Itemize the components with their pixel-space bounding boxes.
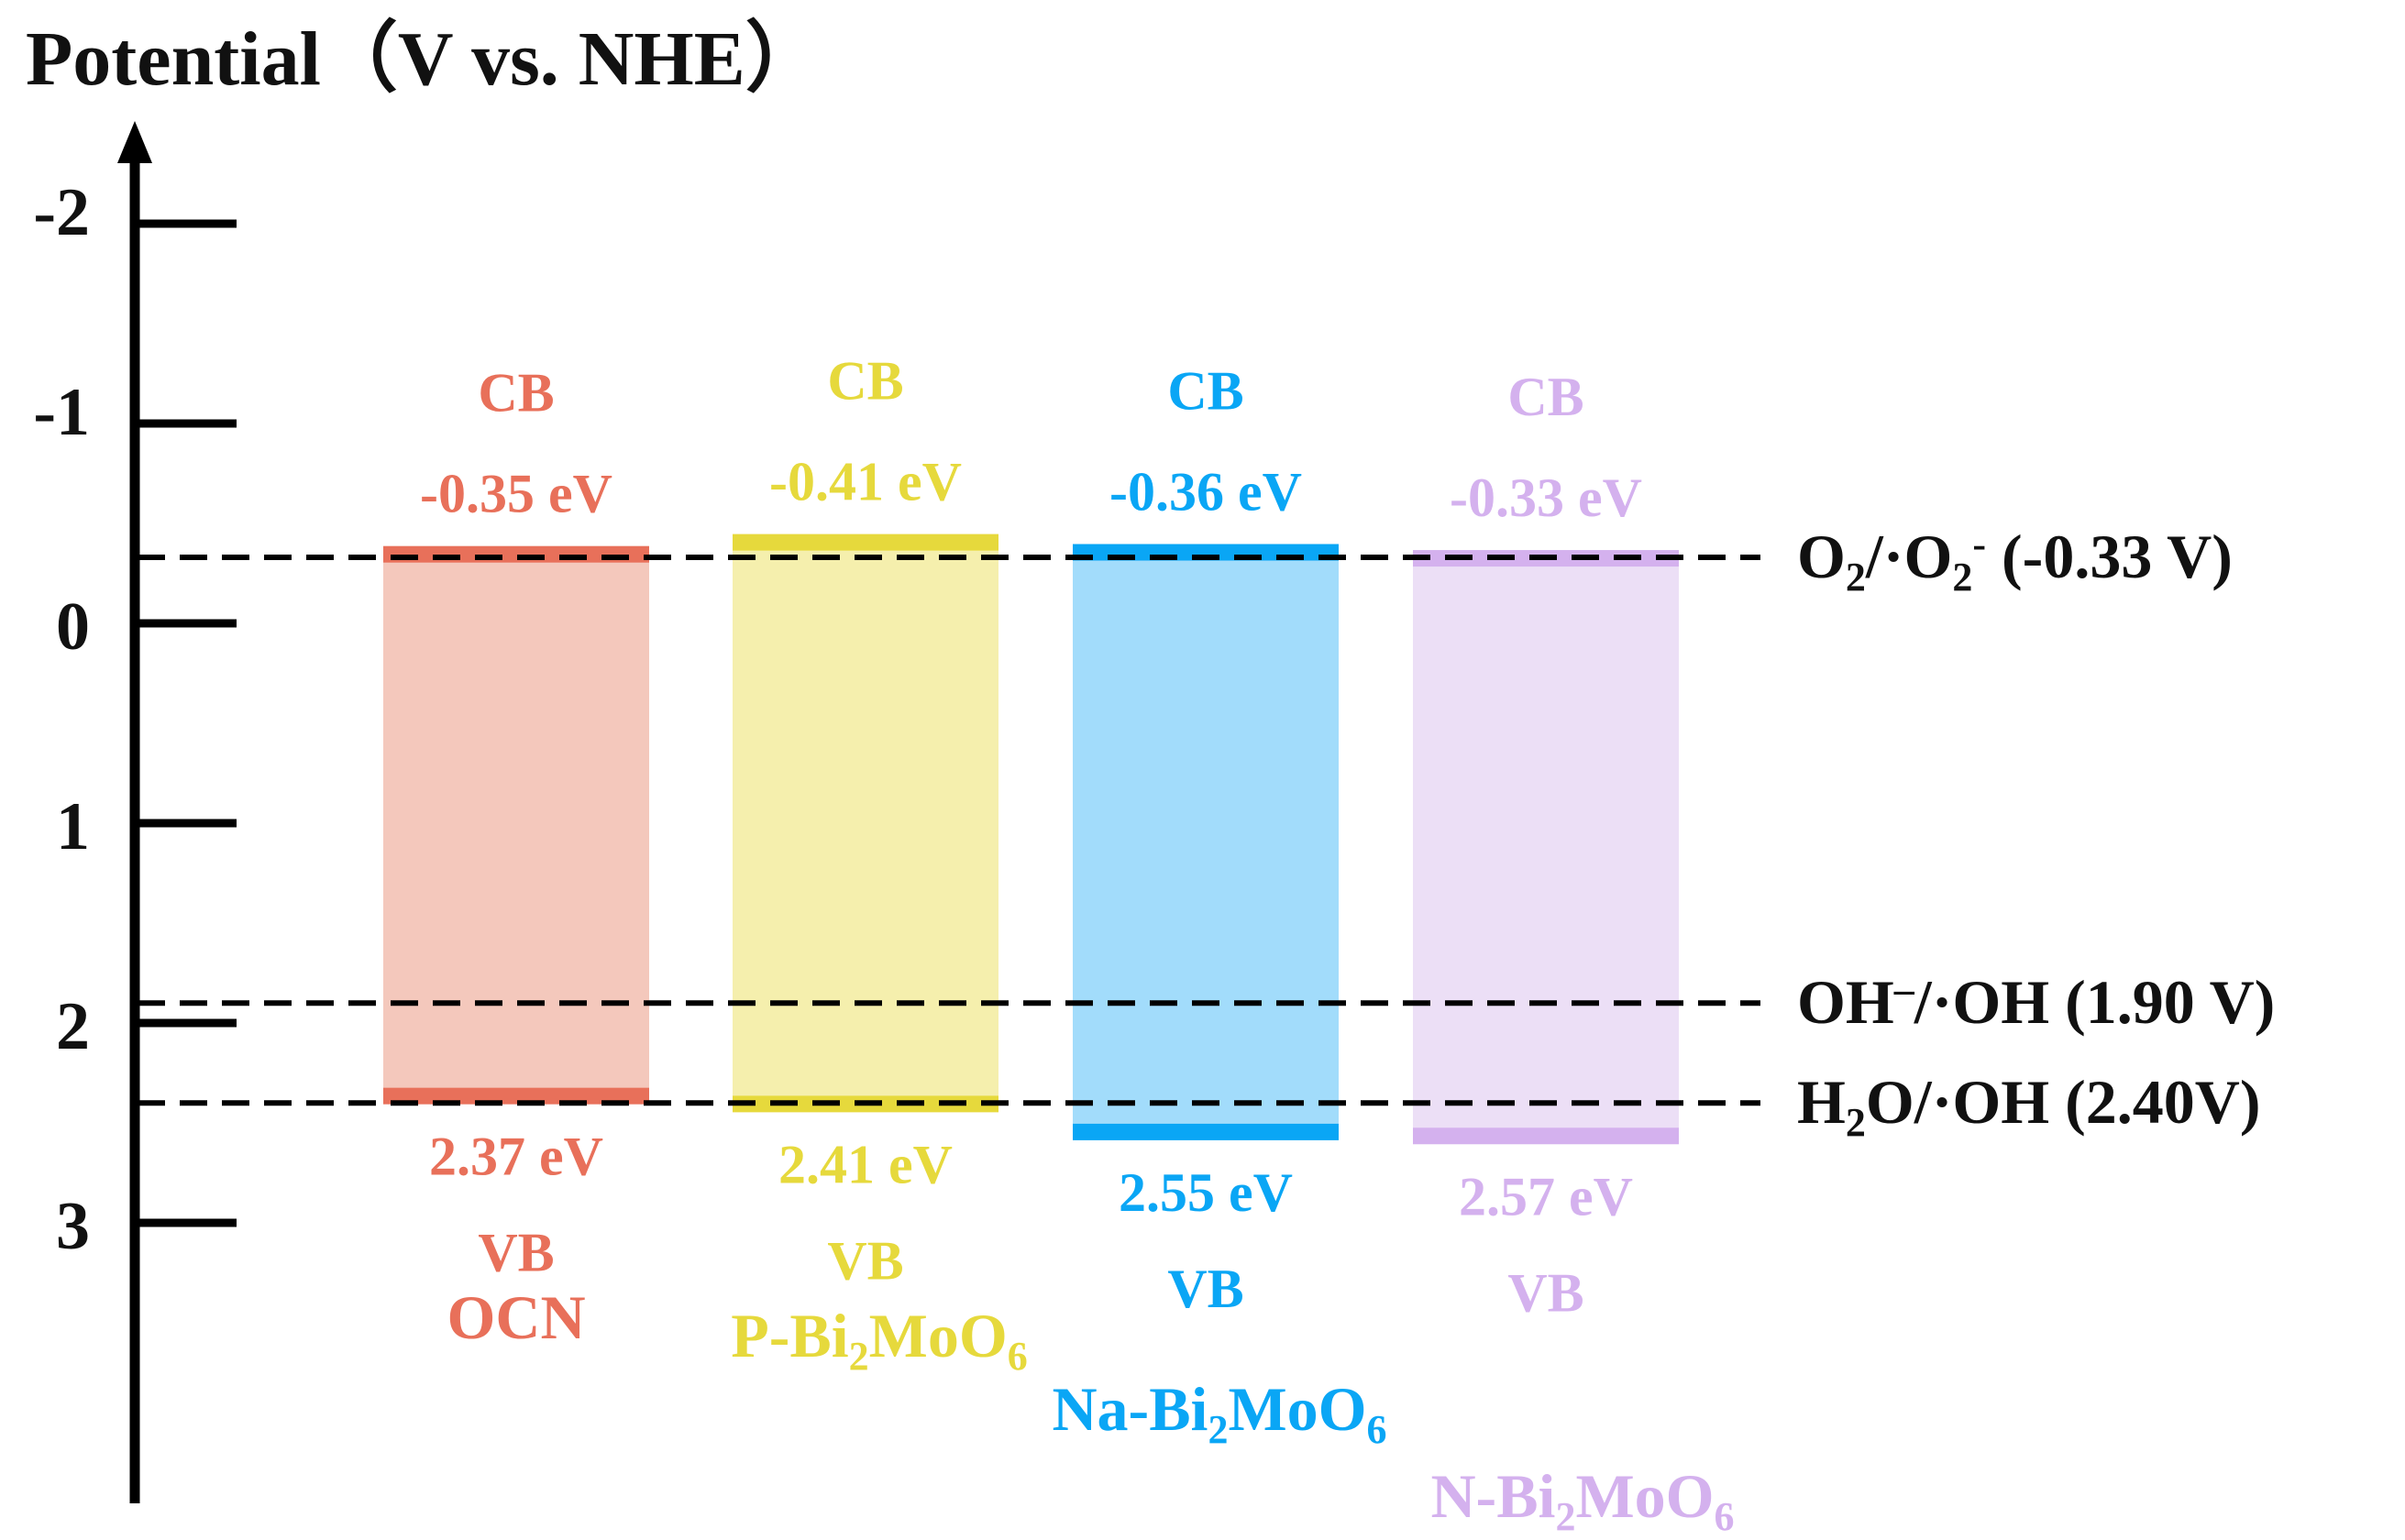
material-name: OCN: [447, 1282, 585, 1352]
reference-line-label: OH–/·OH (1.90 V): [1797, 967, 2275, 1037]
vb-value-label: 2.37 eV: [429, 1127, 603, 1187]
band-fill: [1073, 551, 1339, 1133]
y-tick-label: 3: [56, 1189, 90, 1264]
cb-value-label: -0.33 eV: [1450, 468, 1642, 528]
material-name: Na-Bi2MoO6: [1052, 1374, 1386, 1452]
y-axis: -2 -1 0 1 2 3: [33, 121, 237, 1503]
band-bars: [383, 534, 1679, 1145]
cb-label: CB: [1507, 367, 1583, 427]
cb-label: CB: [827, 351, 903, 412]
vb-edge-bar: [383, 1087, 649, 1105]
vb-value-label: 2.57 eV: [1459, 1166, 1633, 1226]
cb-label: CB: [478, 363, 554, 424]
vb-label: VB: [478, 1223, 554, 1283]
reference-line-label: H2O/·OH (2.40V): [1797, 1067, 2261, 1145]
cb-value-label: -0.41 eV: [769, 452, 962, 512]
material-name: N-Bi2MoO6: [1430, 1461, 1734, 1539]
y-tick-label: 1: [56, 789, 90, 864]
vb-edge-bar: [1413, 1128, 1679, 1145]
y-axis-title: Potential（V vs. NHE）: [26, 16, 822, 102]
cb-label: CB: [1167, 361, 1243, 422]
vb-value-label: 2.41 eV: [778, 1134, 953, 1194]
vb-value-label: 2.55 eV: [1119, 1162, 1293, 1223]
y-tick-label: -1: [33, 375, 90, 450]
band-fill: [733, 541, 998, 1106]
reference-line-label: O2/·O2- (-0.33 V): [1797, 522, 2233, 600]
cb-edge-bar: [1073, 544, 1339, 561]
band-fill: [1413, 557, 1679, 1138]
vb-edge-bar: [1073, 1123, 1339, 1140]
material-name: P-Bi2MoO6: [731, 1301, 1028, 1379]
vb-label: VB: [827, 1230, 903, 1291]
band-fill: [383, 553, 649, 1097]
cb-value-label: -0.35 eV: [420, 464, 612, 524]
y-tick-label: 2: [56, 989, 90, 1064]
cb-value-label: -0.36 eV: [1109, 462, 1302, 522]
y-tick-label: -2: [33, 175, 90, 250]
vb-label: VB: [1507, 1262, 1583, 1323]
cb-edge-bar: [733, 534, 998, 551]
y-axis-arrow: [117, 121, 152, 163]
y-tick-label: 0: [56, 589, 90, 665]
vb-label: VB: [1167, 1259, 1243, 1319]
reference-lines: O2/·O2- (-0.33 V) OH–/·OH (1.90 V) H2O/·OH…: [138, 522, 2275, 1145]
